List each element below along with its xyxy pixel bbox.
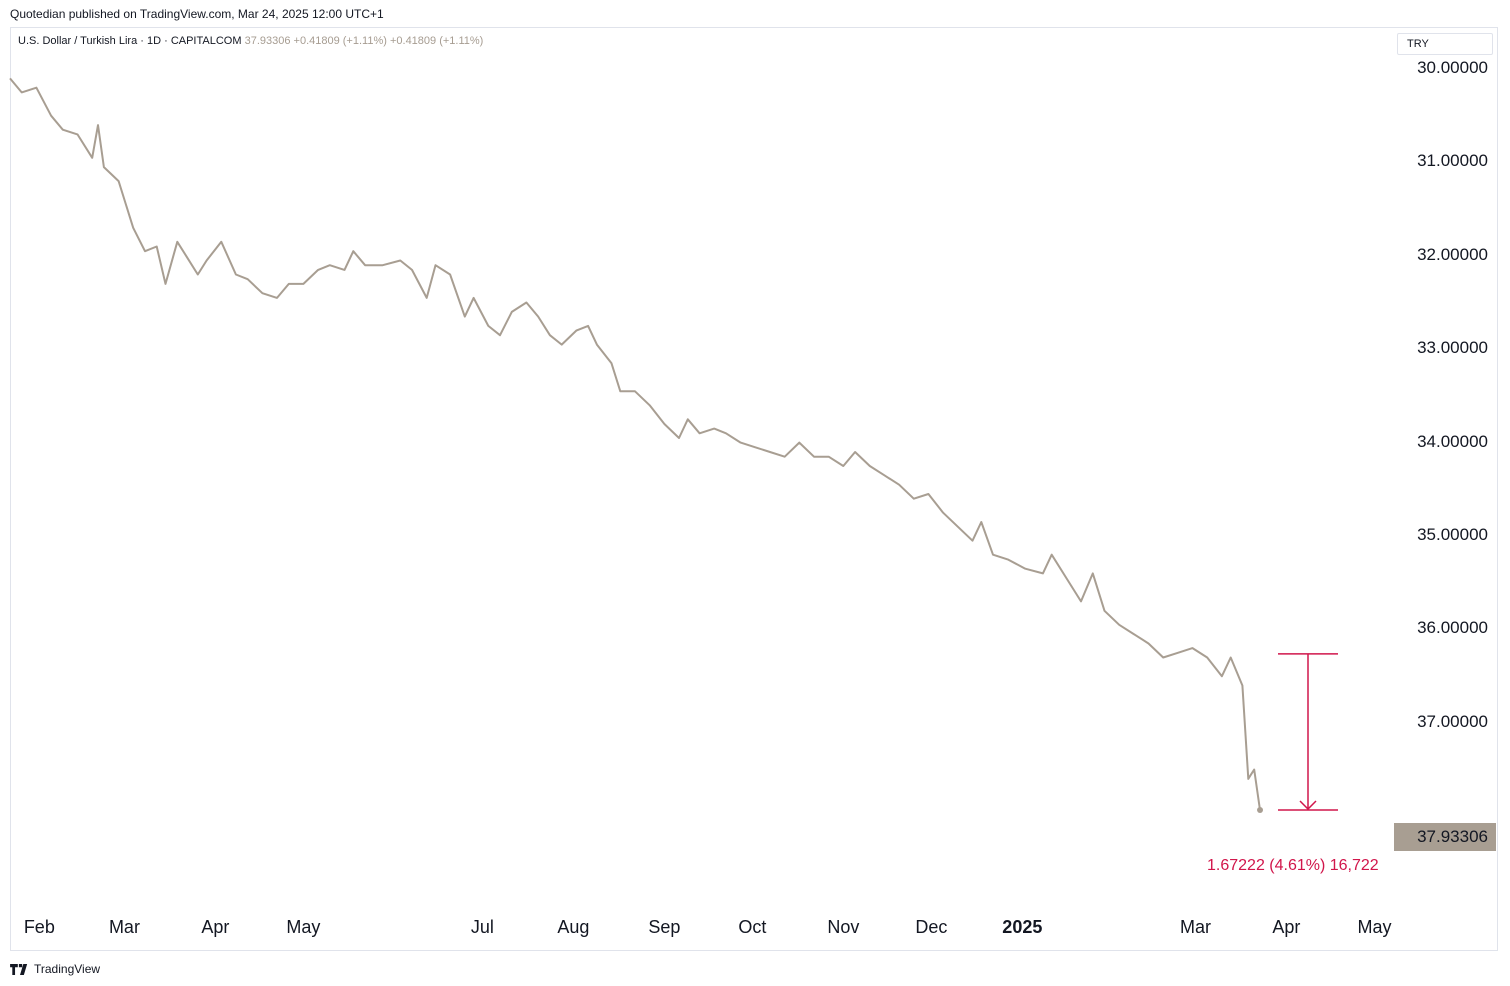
y-tick-label: 35.00000 [1417,525,1488,545]
chart-legend: U.S. Dollar / Turkish Lira · 1D · CAPITA… [18,35,483,47]
x-tick-label: Aug [557,917,590,937]
x-tick-label: 2025 [1002,917,1043,937]
y-tick-label: 33.00000 [1417,338,1488,358]
x-tick-label: Dec [915,917,948,937]
footer-brand: TradingView [10,962,100,976]
tradingview-logo-icon [10,963,28,975]
measure-arrowhead-icon[interactable] [1299,800,1317,811]
x-tick-label: Jul [470,917,494,937]
x-tick-label: Mar [1179,917,1211,937]
legend-last: 37.93306 [244,35,291,47]
legend-symbol: U.S. Dollar / Turkish Lira · 1D · CAPITA… [18,35,242,47]
publish-info: Quotedian published on TradingView.com, … [10,7,384,21]
x-tick-label: Apr [201,917,230,937]
y-tick-label: 32.00000 [1417,244,1488,264]
x-tick-label: Apr [1272,917,1301,937]
x-tick-label: Nov [827,917,860,937]
chart-frame [10,27,1498,951]
x-tick-label: Sep [648,917,681,937]
x-tick-label: May [286,917,321,937]
y-tick-label: 30.00000 [1417,58,1488,78]
x-tick-label: May [1357,917,1392,937]
footer-brand-label: TradingView [34,962,101,976]
currency-selector[interactable]: TRY [1397,33,1493,55]
x-tick-label: Feb [23,917,55,937]
y-tick-label: 37.00000 [1417,711,1488,731]
legend-change-pct: +0.41809 (+1.11%) [389,35,484,47]
y-tick-label: 31.00000 [1417,151,1488,171]
y-tick-label: 34.00000 [1417,431,1488,451]
x-tick-label: Oct [738,917,767,937]
y-tick-label: 36.00000 [1417,618,1488,638]
price-line [9,77,1261,811]
measure-label: 1.67222 (4.61%) 16,722 [1207,857,1379,874]
last-price-dot [1257,807,1264,814]
legend-change: +0.41809 (+1.11%) [293,35,387,47]
x-tick-label: Mar [108,917,140,937]
last-price-tag: 37.93306 [1394,823,1496,851]
